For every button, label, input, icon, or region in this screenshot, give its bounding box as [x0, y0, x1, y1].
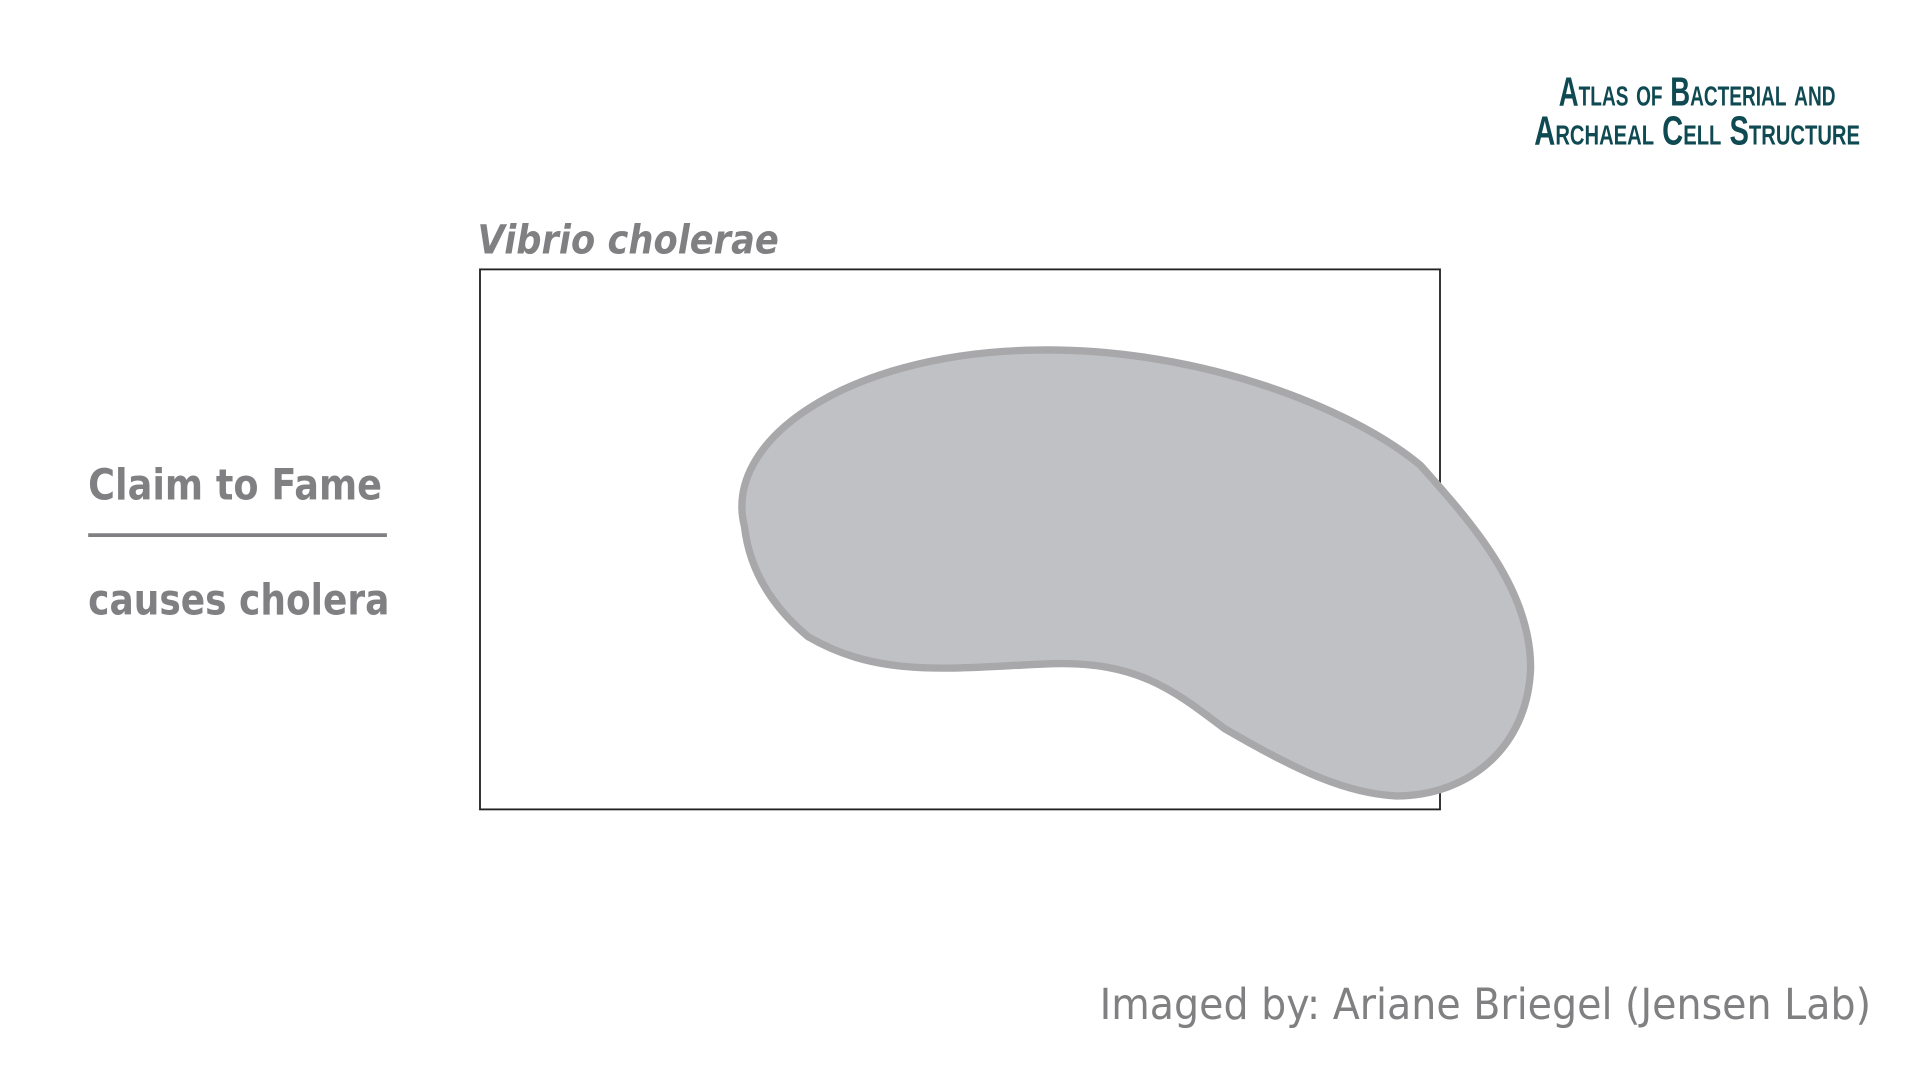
logo-line1: Atlas of Bacterial and	[1559, 68, 1836, 114]
title: Vibrio cholerae	[478, 215, 779, 263]
logo-line2: Archaeal Cell Structure	[1534, 107, 1860, 153]
cell-shape	[738, 346, 1535, 800]
credit: Imaged by: Ariane Briegel (Jensen Lab)	[1100, 980, 1871, 1030]
sidebar-heading: Claim to Fame	[88, 461, 382, 511]
sidebar-text: causes cholera	[88, 576, 389, 626]
